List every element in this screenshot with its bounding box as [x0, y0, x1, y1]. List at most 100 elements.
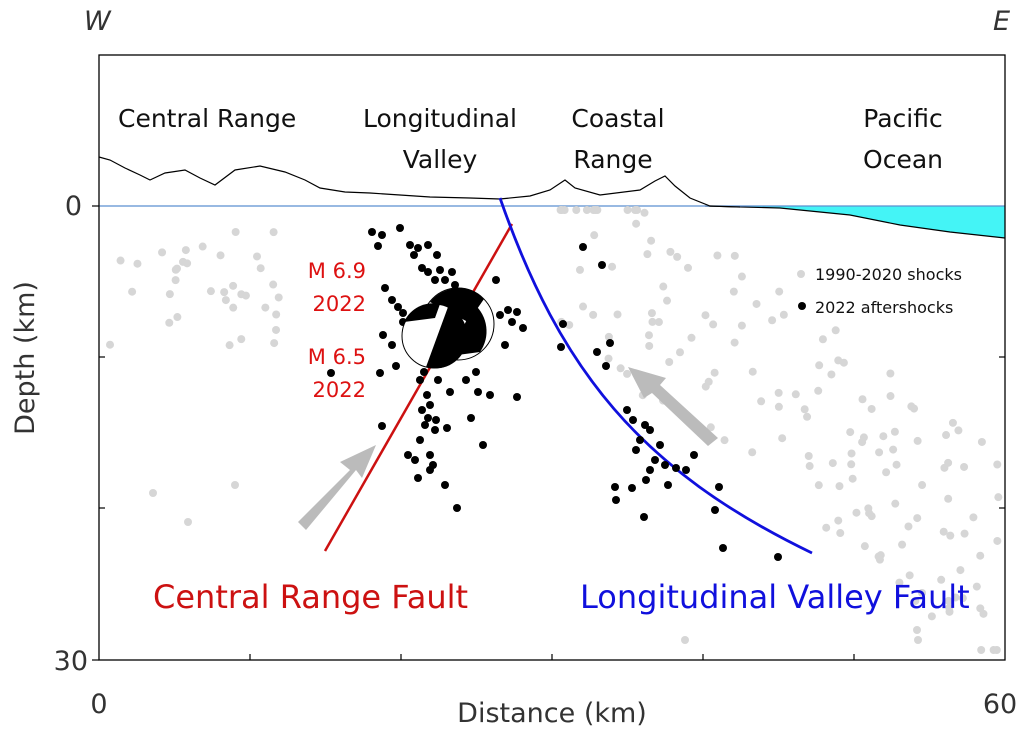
aftershock	[513, 308, 521, 316]
background-shock	[815, 361, 824, 370]
background-shock	[775, 287, 784, 296]
legend-background-shocks: 1990-2020 shocks	[815, 265, 962, 284]
background-shock	[886, 392, 895, 401]
background-shock	[890, 427, 899, 436]
aftershock	[432, 416, 440, 424]
aftershock	[424, 414, 432, 422]
label-pacific-ocean-1: Pacific	[863, 104, 942, 133]
background-shock	[839, 358, 848, 367]
aftershock	[598, 261, 606, 269]
background-shock	[847, 460, 856, 469]
aftershock	[426, 451, 434, 459]
background-shock	[800, 405, 809, 414]
aftershock	[433, 251, 441, 259]
aftershock	[486, 391, 494, 399]
background-shock	[976, 551, 985, 560]
background-shock	[867, 404, 876, 413]
y-tick-30: 30	[54, 646, 88, 677]
mainshock-magnitude: M 6.9	[308, 259, 366, 283]
background-shock	[261, 303, 270, 312]
aftershock	[451, 281, 459, 289]
background-shock	[836, 529, 845, 538]
aftershock	[410, 251, 418, 259]
background-shock	[173, 313, 182, 322]
background-shock	[575, 265, 584, 274]
background-shock	[911, 596, 920, 605]
background-shock	[846, 428, 855, 437]
seafloor-line	[704, 205, 1006, 239]
background-shock	[198, 242, 207, 251]
background-shock	[663, 296, 672, 305]
background-shock	[171, 276, 180, 285]
aftershock	[394, 303, 402, 311]
background-shock	[976, 604, 985, 613]
background-shock	[994, 493, 1003, 502]
background-shock	[831, 326, 840, 335]
background-shock	[791, 390, 800, 399]
background-shock	[768, 316, 777, 325]
aftershock	[378, 231, 386, 239]
aftershock	[392, 362, 400, 370]
background-shock	[582, 206, 591, 214]
background-shock	[666, 247, 675, 256]
background-shock	[944, 596, 953, 605]
aftershock	[719, 544, 727, 552]
background-shock	[892, 460, 901, 469]
background-shock	[665, 357, 674, 366]
background-shock	[779, 310, 788, 319]
background-shock	[835, 482, 844, 491]
background-shock	[944, 494, 953, 503]
background-shock	[253, 252, 262, 261]
aftershock	[406, 241, 414, 249]
background-shock	[256, 264, 265, 273]
aftershock	[642, 476, 650, 484]
label-central-range: Central Range	[118, 104, 296, 133]
background-shock	[220, 288, 229, 297]
background-shock	[951, 593, 960, 602]
background-shock	[274, 293, 283, 302]
aftershock	[374, 242, 382, 250]
background-shock	[229, 303, 238, 312]
background-shock	[858, 395, 867, 404]
aftershock	[711, 506, 719, 514]
aftershock	[612, 496, 620, 504]
aftershock	[519, 324, 527, 332]
background-shock	[623, 206, 632, 214]
longitudinal-valley-fault-label: Longitudinal Valley Fault	[580, 578, 970, 616]
background-shock	[184, 518, 192, 526]
background-shock	[221, 296, 230, 305]
aftershock	[651, 456, 659, 464]
background-shock	[803, 412, 812, 421]
aftershock	[434, 376, 442, 384]
foreshock-magnitude: M 6.5	[308, 345, 366, 369]
background-shock	[701, 382, 710, 391]
aftershock	[504, 306, 512, 314]
motion-arrow-east	[628, 367, 718, 446]
aftershock	[448, 268, 456, 276]
y-axis-label: Depth (km)	[10, 281, 41, 435]
background-shock	[852, 508, 861, 517]
longitudinal-valley-fault-line	[498, 197, 813, 555]
background-shock	[616, 364, 625, 373]
aftershock	[368, 228, 376, 236]
aftershock	[441, 481, 449, 489]
background-shock	[804, 452, 813, 461]
legend: 1990-2020 shocks 2022 aftershocks	[797, 265, 962, 317]
background-shock	[913, 514, 922, 523]
background-shock	[229, 281, 238, 290]
background-shock	[960, 462, 969, 471]
background-shock	[805, 462, 814, 471]
legend-gray-dot	[797, 270, 805, 278]
background-shock	[993, 536, 1002, 545]
foreshock-year: 2022	[313, 378, 366, 402]
aftershock	[628, 484, 636, 492]
aftershock	[479, 441, 487, 449]
x-tick-0: 0	[90, 689, 107, 720]
background-shock	[241, 291, 250, 300]
background-shock	[158, 248, 167, 257]
background-shock	[774, 388, 783, 397]
east-label: E	[993, 6, 1010, 37]
background-shock	[149, 489, 157, 497]
aftershock	[446, 388, 454, 396]
background-shock	[834, 516, 843, 525]
